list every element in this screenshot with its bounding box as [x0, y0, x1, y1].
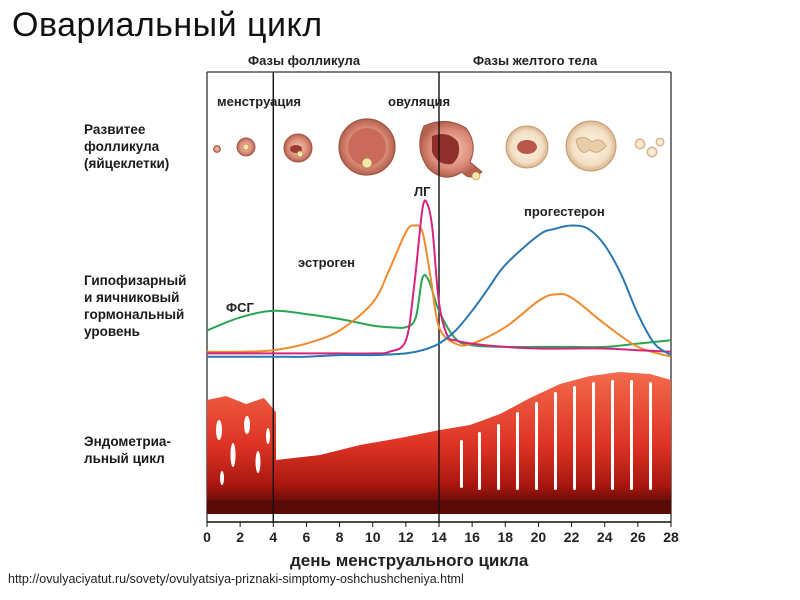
released-oocyte — [471, 171, 481, 181]
lh-line — [206, 199, 672, 355]
corpus-albicans-2 — [646, 146, 658, 158]
oocyte-4 — [361, 157, 373, 169]
x-tick-label: 20 — [531, 529, 547, 545]
x-tick-label: 18 — [497, 529, 513, 545]
phase-follicular-label: Фазы фолликула — [248, 53, 361, 68]
estrogen-line — [206, 224, 672, 358]
source-url: http://ovulyaciyatut.ru/sovety/ovulyatsi… — [8, 572, 464, 586]
corpus-albicans-3 — [655, 137, 665, 147]
corpus-luteum-core — [517, 140, 537, 154]
x-axis-ticks: 0 2 4 6 8 10 12 14 16 18 20 22 24 26 28 — [203, 522, 679, 545]
x-tick-label: 0 — [203, 529, 211, 545]
luteal-folds — [575, 137, 607, 153]
fsh-line — [206, 273, 672, 349]
ovulation-label: овуляция — [388, 94, 451, 109]
oocyte-3 — [296, 150, 304, 158]
hormone-level-label: Гипофизарный и яичниковый гормональный у… — [84, 273, 187, 339]
endometrial-cycle-label: Эндометриа- льный цикл — [84, 434, 171, 466]
oocyte-2 — [242, 143, 250, 151]
x-tick-label: 8 — [336, 529, 344, 545]
page-title: Овариальный цикл — [12, 6, 323, 44]
x-axis-title: день менструального цикла — [290, 551, 529, 570]
x-tick-label: 16 — [464, 529, 480, 545]
corpus-albicans-1 — [634, 138, 646, 150]
lh-label: ЛГ — [414, 184, 431, 199]
antrum-4 — [348, 128, 386, 166]
estrogen-label: эстроген — [298, 255, 355, 270]
fsh-label: ФСГ — [226, 300, 254, 315]
progesterone-line — [206, 224, 672, 358]
follicle-stage-1 — [213, 145, 221, 153]
x-tick-label: 6 — [303, 529, 311, 545]
follicle-illustrations — [213, 118, 665, 181]
menstruation-label: менструация — [217, 94, 301, 109]
follicle-development-label: Развитее фолликула (яйцеклетки) — [84, 122, 170, 171]
x-tick-label: 26 — [630, 529, 646, 545]
endometrium-glands — [216, 380, 652, 490]
x-tick-label: 10 — [365, 529, 381, 545]
phase-luteal-label: Фазы желтого тела — [473, 53, 598, 68]
x-tick-label: 12 — [398, 529, 414, 545]
x-tick-label: 24 — [597, 529, 613, 545]
x-tick-label: 28 — [663, 529, 679, 545]
x-tick-label: 22 — [564, 529, 580, 545]
x-tick-label: 2 — [236, 529, 244, 545]
x-tick-label: 14 — [431, 529, 447, 545]
progesterone-label: прогестерон — [524, 204, 605, 219]
x-tick-label: 4 — [269, 529, 277, 545]
